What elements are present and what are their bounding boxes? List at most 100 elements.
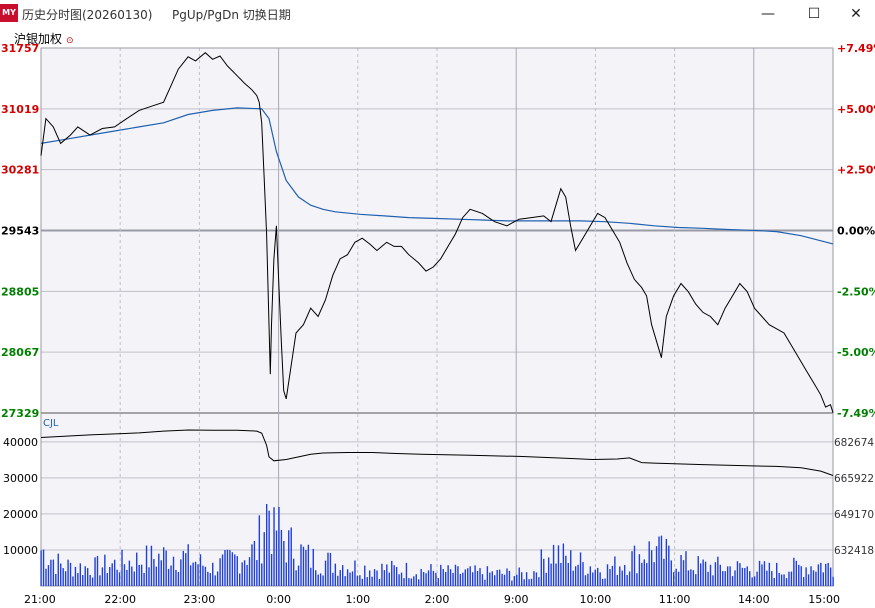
volume-bar	[366, 577, 368, 586]
volume-bar	[447, 565, 449, 586]
volume-bar	[432, 570, 435, 586]
volume-bar	[763, 561, 766, 586]
volume-bar	[381, 563, 383, 586]
volume-bar	[665, 538, 668, 586]
volume-bar	[175, 569, 177, 586]
volume-bar	[641, 562, 643, 586]
volume-bar	[768, 562, 771, 586]
grid-lines	[40, 47, 834, 587]
volume-bar	[324, 560, 327, 586]
volume-bar	[503, 574, 506, 586]
volume-bar	[216, 571, 219, 586]
volume-bar	[783, 574, 785, 586]
volume-tick-label: 10000	[3, 544, 38, 557]
volume-bar	[638, 554, 641, 586]
volume-bar	[820, 562, 822, 586]
volume-bar	[50, 559, 52, 586]
volume-bar	[802, 577, 805, 586]
volume-bar	[506, 568, 508, 586]
volume-bar	[207, 571, 209, 586]
volume-bar	[704, 561, 707, 586]
open-interest-axis: 682674 665922 649170 632418	[834, 437, 874, 557]
volume-bar	[574, 566, 577, 586]
time-tick-label: 0:00	[266, 593, 291, 606]
volume-bar	[273, 507, 275, 586]
volume-bar	[248, 557, 251, 586]
volume-bar	[158, 553, 160, 586]
volume-bar	[131, 566, 133, 586]
volume-bar	[256, 560, 258, 586]
volume-bar	[415, 574, 417, 586]
volume-bar	[677, 571, 680, 586]
volume-bar	[62, 568, 64, 586]
volume-bar	[133, 571, 135, 586]
window-title: 历史分时图(20260130)	[22, 8, 153, 22]
volume-bar	[714, 562, 717, 586]
volume-bar	[84, 566, 86, 586]
volume-bar	[682, 560, 685, 586]
time-tick-label: 1:00	[345, 593, 370, 606]
volume-bar	[123, 564, 126, 586]
volume-bar	[832, 576, 834, 586]
volume-bar	[165, 550, 167, 586]
price-tick-label: 31757	[1, 42, 39, 55]
volume-bar	[594, 569, 596, 586]
instrument-name: 沪银加权	[14, 32, 62, 46]
volume-bar	[462, 572, 464, 586]
volume-bar	[319, 573, 322, 586]
volume-bar	[756, 571, 758, 586]
volume-bar	[685, 551, 687, 586]
volume-bar	[219, 558, 221, 586]
volume-bar	[354, 560, 356, 586]
volume-bar	[288, 530, 290, 586]
volume-bar	[189, 565, 192, 586]
volume-bar	[317, 574, 319, 586]
instrument-marker-icon: ⊙	[66, 36, 74, 46]
volume-bar	[236, 556, 238, 586]
volume-bar	[795, 560, 798, 586]
volume-bar	[400, 572, 403, 586]
volume-bar	[212, 562, 214, 586]
volume-bar	[751, 577, 753, 586]
minimize-button[interactable]: —	[761, 6, 775, 22]
volume-label: CJL	[43, 418, 59, 429]
volume-bar	[153, 559, 155, 586]
volume-bar	[597, 567, 599, 586]
volume-bar	[621, 570, 623, 586]
volume-bar	[403, 578, 405, 586]
volume-bar	[643, 559, 645, 586]
volume-bar	[800, 566, 802, 586]
volume-bar	[827, 562, 829, 586]
volume-bar	[395, 566, 398, 586]
volume-bar	[653, 562, 655, 586]
volume-bar	[79, 563, 82, 586]
volume-bar	[577, 564, 579, 586]
volume-bar	[722, 571, 724, 586]
price-line	[40, 52, 834, 414]
volume-bar	[86, 568, 89, 586]
volume-bar	[516, 574, 518, 586]
volume-bar	[810, 566, 812, 586]
percent-tick-label: -5.00%	[837, 346, 875, 359]
intraday-chart[interactable]: 沪银加权 ⊙ 31757 31019 30281 29543 28805 28067 273…	[0, 28, 875, 608]
volume-bar	[543, 558, 545, 586]
volume-bar	[60, 563, 62, 586]
volume-bar	[771, 571, 773, 586]
volume-bar	[435, 572, 437, 586]
close-button[interactable]: ✕	[850, 6, 862, 22]
volume-bar	[528, 579, 530, 586]
volume-bar	[467, 568, 469, 586]
volume-bar	[109, 567, 111, 586]
volume-bar	[589, 566, 592, 586]
volume-bar	[383, 570, 386, 586]
plot-frame	[40, 47, 834, 587]
volume-bar	[606, 564, 609, 586]
volume-bar	[511, 580, 513, 586]
volume-bar	[491, 571, 493, 586]
volume-bar	[619, 566, 621, 586]
volume-bar	[160, 560, 162, 586]
maximize-button[interactable]: ☐	[807, 6, 821, 22]
volume-bar	[150, 545, 153, 586]
volume-bar	[484, 579, 486, 586]
volume-bar	[780, 574, 783, 586]
